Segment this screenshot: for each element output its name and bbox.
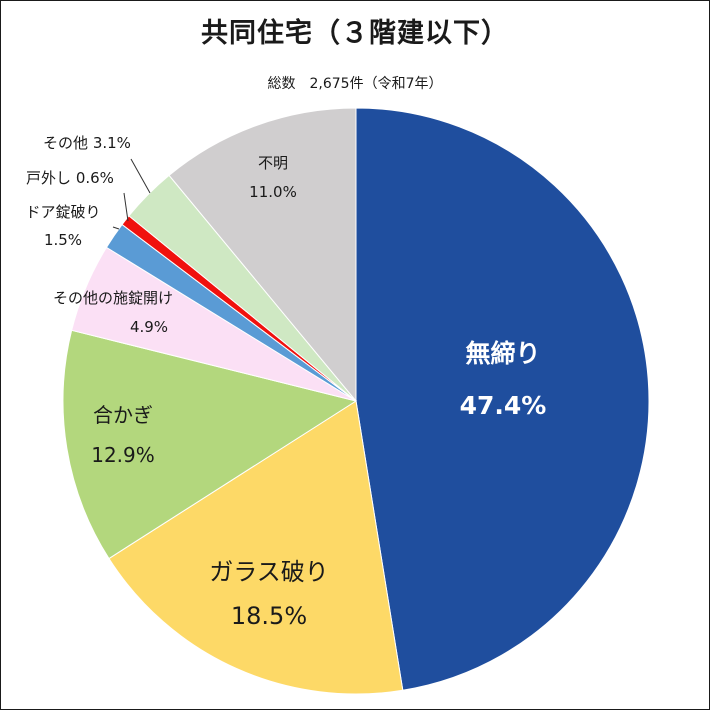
slice-value-3: 4.9% bbox=[130, 318, 168, 336]
slice-label-7: 不明 bbox=[258, 154, 288, 172]
slice-label-5: 戸外し 0.6% bbox=[26, 169, 114, 187]
slice-2 bbox=[62, 329, 358, 560]
leader-line-4 bbox=[112, 226, 120, 230]
chart-subtitle: 総数 2,675件（令和7年） bbox=[267, 76, 443, 92]
slice-label-3: その他の施錠開け bbox=[53, 289, 173, 307]
slice-value-0: 47.4% bbox=[460, 391, 547, 420]
slice-value-1: 18.5% bbox=[231, 602, 307, 630]
slice-label-0: 無締り bbox=[465, 339, 540, 368]
slice-value-2: 12.9% bbox=[91, 443, 155, 467]
slice-label-4: ドア錠破り bbox=[25, 203, 100, 221]
slice-7 bbox=[168, 107, 357, 403]
slice-value-7: 11.0% bbox=[249, 183, 297, 201]
slice-label-1: ガラス破り bbox=[209, 558, 329, 586]
chart-title: 共同住宅（３階建以下） bbox=[201, 18, 509, 49]
slice-1 bbox=[108, 400, 404, 695]
leader-line-6 bbox=[130, 158, 151, 194]
leader-line-5 bbox=[123, 192, 129, 222]
slice-label-6: その他 3.1% bbox=[43, 134, 131, 152]
slice-value-4: 1.5% bbox=[44, 231, 82, 249]
slice-label-2: 合かぎ bbox=[93, 403, 153, 427]
slice-0 bbox=[355, 107, 650, 691]
